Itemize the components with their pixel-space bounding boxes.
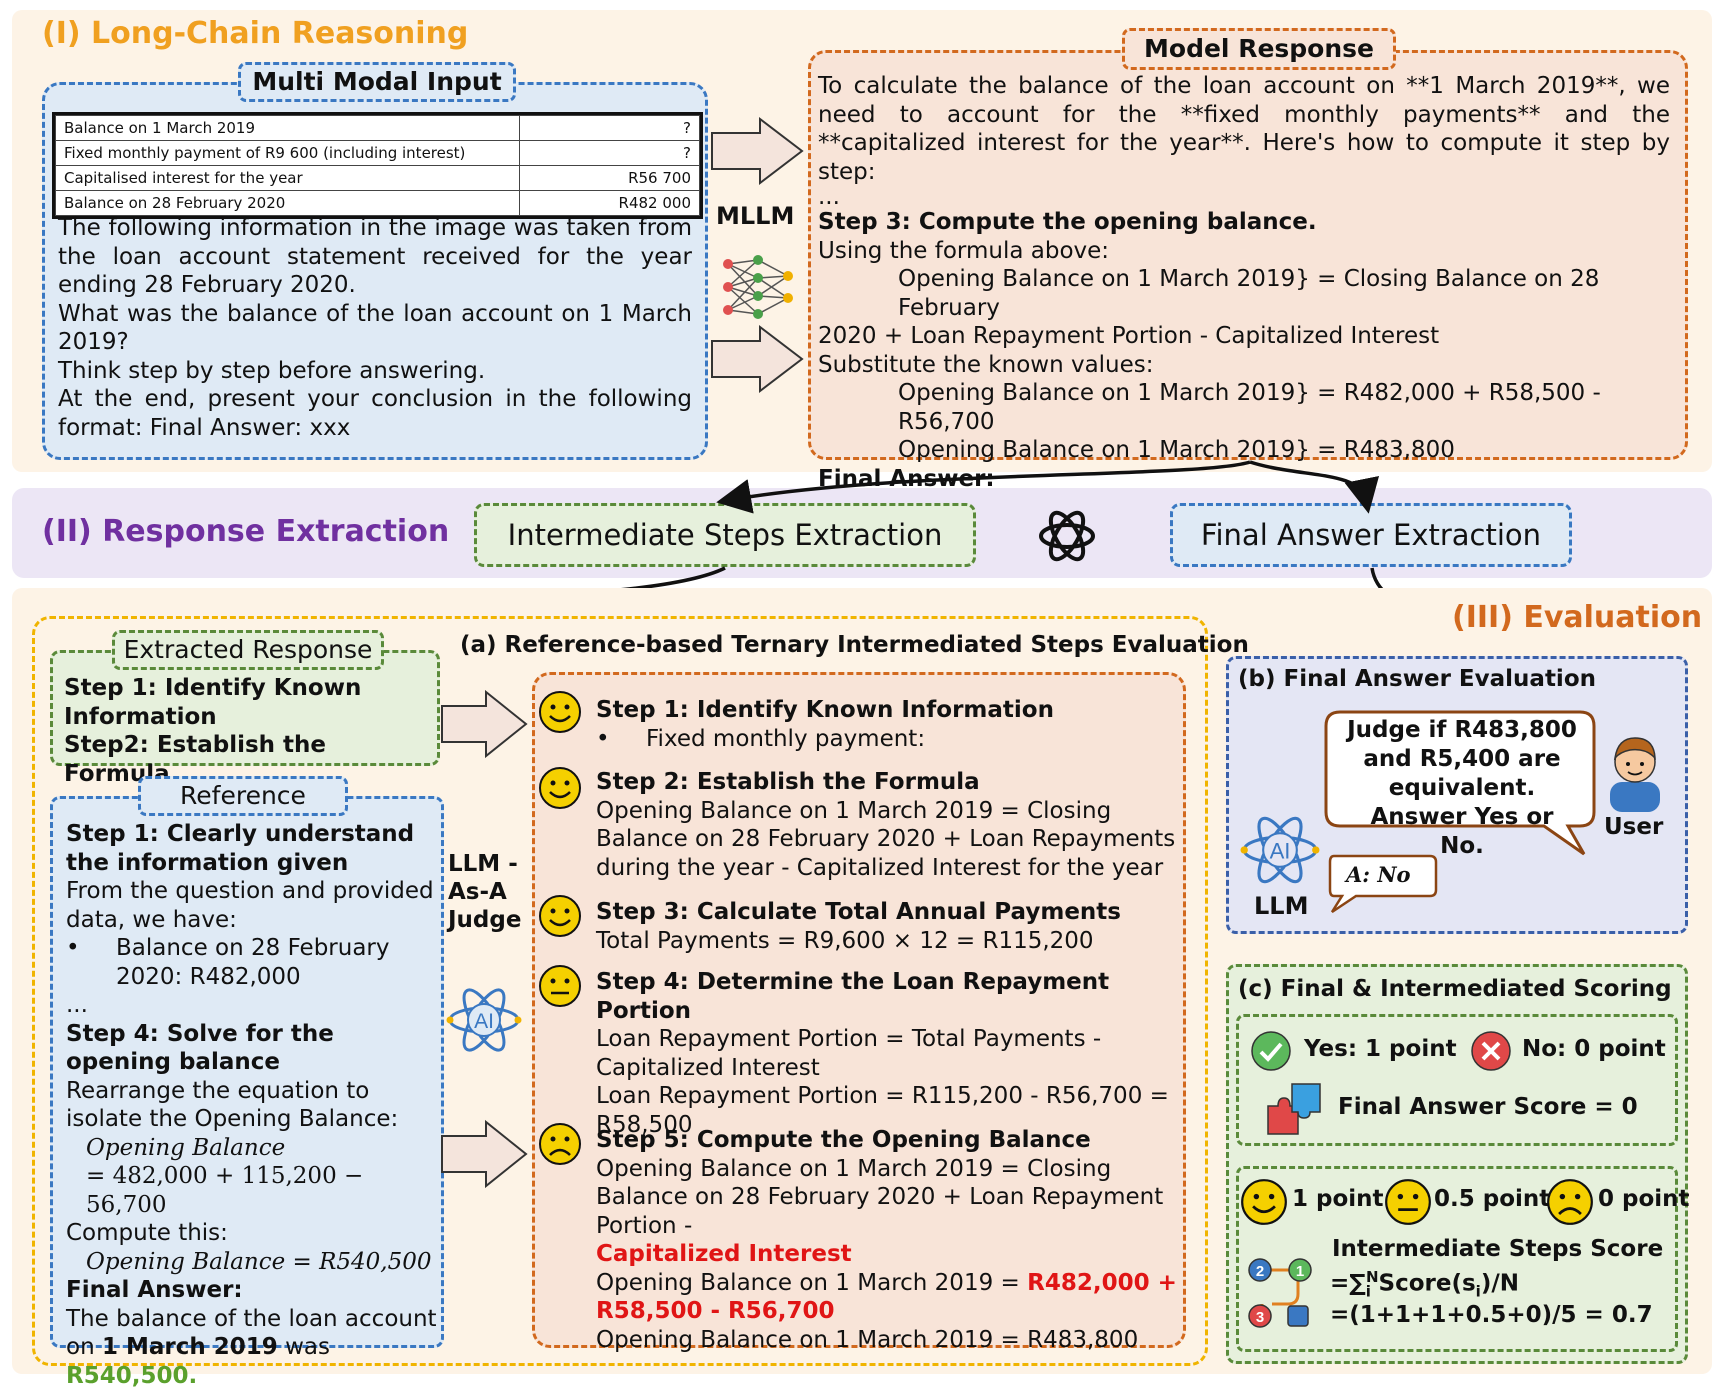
reference-equation: = 482,000 + 115,200 − 56,700 bbox=[66, 1162, 438, 1219]
extracted-response-label: Extracted Response bbox=[112, 630, 384, 670]
step-number-text: 1 bbox=[1296, 1263, 1304, 1280]
user-label: User bbox=[1604, 814, 1663, 840]
reference-compute: Compute this: bbox=[66, 1219, 438, 1248]
neutral-face-icon bbox=[1384, 1178, 1432, 1226]
ternary-step-3: Step 3: Calculate Total Annual Payments … bbox=[596, 898, 1178, 955]
one-point-text: 1 point bbox=[1292, 1186, 1384, 1212]
answer-text: A: No bbox=[1346, 862, 1411, 887]
intermediate-score-calculation: =(1+1+1+0.5+0)/5 = 0.7 bbox=[1330, 1302, 1653, 1328]
ai-atom-icon: AI bbox=[446, 982, 522, 1058]
llm-label: LLM bbox=[1254, 892, 1308, 920]
puzzle-icon bbox=[1264, 1080, 1324, 1136]
happy-face-icon bbox=[538, 690, 582, 734]
intermediate-score-formula: =∑iNScore(si)/N bbox=[1330, 1268, 1519, 1300]
reference-text: Step 1: Clearly understand the informati… bbox=[66, 820, 438, 1390]
yes-score-text: Yes: 1 point bbox=[1304, 1036, 1457, 1062]
extracted-line: Step 1: Identify Known Information bbox=[64, 674, 434, 731]
ternary-step-5: Step 5: Compute the Opening Balance Open… bbox=[596, 1126, 1178, 1354]
no-score-text: No: 0 point bbox=[1522, 1036, 1666, 1062]
ternary-step-4: Step 4: Determine the Loan Repayment Por… bbox=[596, 968, 1178, 1139]
happy-face-icon bbox=[1240, 1178, 1288, 1226]
zero-point-text: 0 point bbox=[1598, 1186, 1690, 1212]
cross-icon bbox=[1470, 1030, 1512, 1072]
reference-final-title: Final Answer: bbox=[66, 1276, 438, 1305]
section-title-evaluation: (III) Evaluation bbox=[1452, 600, 1702, 635]
reference-equation: Opening Balance bbox=[66, 1134, 438, 1163]
reference-equation: Opening Balance = R540,500 bbox=[66, 1248, 438, 1277]
connector-response-to-intermediate bbox=[730, 462, 1250, 500]
intermediate-score-title: Intermediate Steps Score bbox=[1332, 1236, 1663, 1262]
judge-arrows bbox=[438, 690, 530, 1210]
judge-prompt-text: Judge if R483,800 and R5,400 are equival… bbox=[1346, 716, 1578, 861]
sad-face-icon bbox=[1546, 1178, 1594, 1226]
llm-ai-atom-icon: AI bbox=[1240, 810, 1320, 890]
check-icon bbox=[1250, 1030, 1292, 1072]
sad-face-icon bbox=[538, 1122, 582, 1166]
ternary-evaluation-title: (a) Reference-based Ternary Intermediate… bbox=[460, 632, 1249, 658]
neutral-face-icon bbox=[538, 964, 582, 1008]
ai-text: AI bbox=[1270, 838, 1291, 863]
reference-step1-title: Step 1: Clearly understand the informati… bbox=[66, 820, 438, 877]
bullet-icon: • bbox=[66, 934, 116, 991]
arrow-icon bbox=[442, 1122, 526, 1186]
reference-step4-text: Rearrange the equation to isolate the Op… bbox=[66, 1077, 438, 1134]
happy-face-icon bbox=[538, 766, 582, 810]
connector-response-to-final bbox=[1250, 462, 1366, 500]
reference-step4-title: Step 4: Solve for the opening balance bbox=[66, 1020, 438, 1077]
reference-label: Reference bbox=[138, 776, 348, 816]
steps-flow-icon: 2 1 3 bbox=[1246, 1256, 1316, 1330]
reference-step1-text: From the question and provided data, we … bbox=[66, 877, 438, 934]
ternary-step-1: Step 1: Identify Known Information •Fixe… bbox=[596, 696, 1178, 753]
llm-as-a-judge-label: LLM -As-A Judge bbox=[448, 850, 524, 934]
ternary-step-2: Step 2: Establish the Formula Opening Ba… bbox=[596, 768, 1178, 882]
step-number-text: 3 bbox=[1256, 1309, 1264, 1326]
reference-final-text: The balance of the loan account on 1 Mar… bbox=[66, 1305, 438, 1390]
happy-face-icon bbox=[538, 894, 582, 938]
extracted-response-text: Step 1: Identify Known Information Step2… bbox=[64, 674, 434, 788]
scoring-title: (c) Final & Intermediated Scoring bbox=[1238, 976, 1672, 1002]
user-avatar-icon bbox=[1600, 726, 1670, 812]
final-answer-score-text: Final Answer Score = 0 bbox=[1338, 1094, 1638, 1120]
step-number-text: 2 bbox=[1256, 1263, 1264, 1280]
arrow-icon bbox=[442, 692, 526, 756]
reference-ellipsis: ... bbox=[66, 991, 438, 1020]
half-point-text: 0.5 point bbox=[1434, 1186, 1550, 1212]
ai-text: AI bbox=[474, 1010, 494, 1033]
bullet-icon: • bbox=[596, 725, 646, 754]
final-answer-evaluation-title: (b) Final Answer Evaluation bbox=[1238, 666, 1596, 692]
reference-bullet: • Balance on 28 February 2020: R482,000 bbox=[66, 934, 438, 991]
